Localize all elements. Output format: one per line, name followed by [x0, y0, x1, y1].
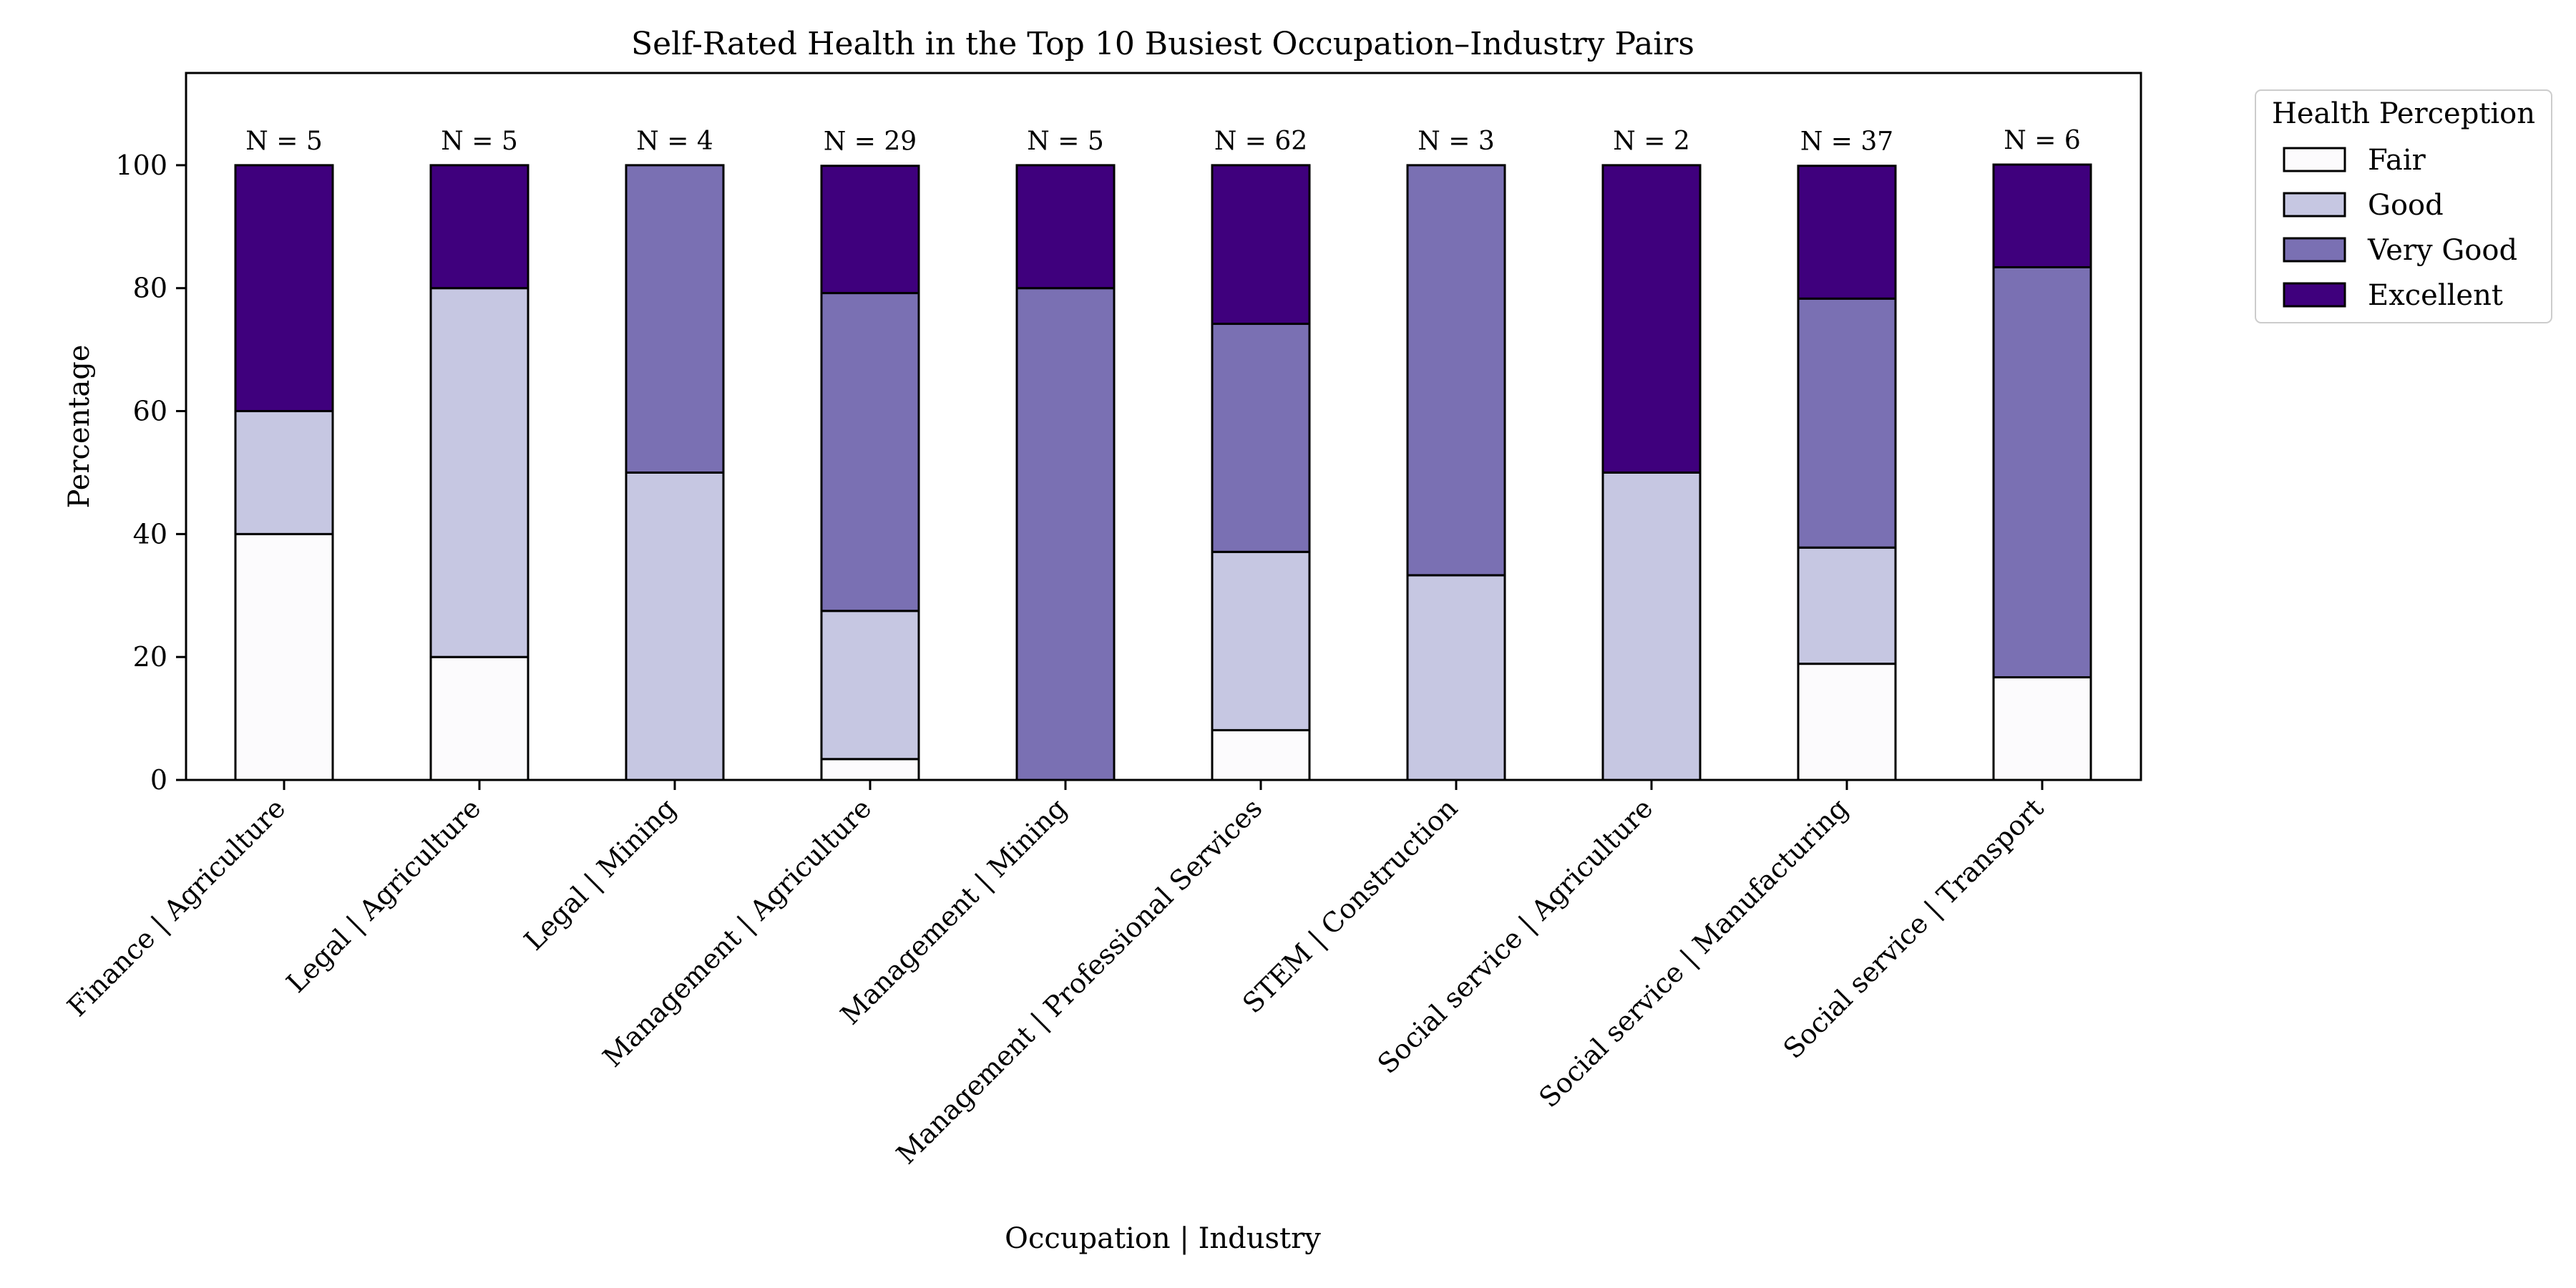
y-tick-label: 60: [133, 396, 167, 427]
bar-excellent-management-professional-services: [1211, 164, 1311, 326]
bar-very-good-management-mining: [1015, 287, 1116, 781]
x-tick-label: Management | Professional Services: [890, 792, 1268, 1170]
sample-size-label: N = 5: [1027, 127, 1103, 156]
legend-swatch-excellent: [2283, 282, 2346, 308]
x-axis-title: Occupation | Industry: [1005, 1222, 1321, 1255]
legend-title: Health Perception: [2272, 97, 2535, 130]
legend-items: Fair Good Very Good Excellent: [2283, 144, 2517, 312]
y-tick-label: 80: [133, 273, 167, 304]
bar-very-good-social-service-manufacturing: [1797, 297, 1897, 549]
legend: Health Perception Fair Good Very Good Excel…: [2255, 89, 2552, 323]
bar-good-management-agriculture: [820, 610, 920, 761]
bar-good-legal-mining: [625, 471, 725, 781]
legend-label-excellent: Excellent: [2368, 279, 2503, 312]
bar-fair-finance-agriculture: [234, 532, 334, 781]
sample-size-label: N = 5: [245, 127, 322, 156]
bar-good-management-professional-services: [1211, 550, 1311, 731]
bar-good-legal-agriculture: [429, 287, 530, 658]
bar-fair-social-service-transport: [1992, 676, 2092, 781]
bar-excellent-social-service-manufacturing: [1797, 165, 1897, 300]
bar-good-social-service-manufacturing: [1797, 546, 1897, 665]
y-axis: 0 20 40 60 80 100: [115, 150, 186, 796]
y-tick-label: 100: [115, 150, 167, 181]
bar-excellent-legal-agriculture: [429, 164, 530, 290]
bar-very-good-management-professional-services: [1211, 323, 1311, 553]
legend-swatch-very-good: [2283, 237, 2346, 263]
x-tick-label: Legal | Mining: [518, 792, 682, 956]
legend-label-good: Good: [2368, 189, 2444, 222]
y-tick-label: 0: [150, 764, 167, 796]
bar-excellent-social-service-agriculture: [1601, 164, 1702, 474]
y-axis-title: Percentage: [63, 345, 96, 509]
bar-very-good-legal-mining: [625, 164, 725, 474]
x-tick-label: STEM | Construction: [1236, 792, 1463, 1019]
sample-size-label: N = 5: [441, 127, 517, 156]
bar-very-good-stem-construction: [1406, 164, 1506, 577]
legend-label-very-good: Very Good: [2367, 234, 2517, 267]
legend-label-fair: Fair: [2368, 144, 2426, 177]
bar-very-good-management-agriculture: [820, 292, 920, 613]
sample-size-label: N = 4: [636, 127, 713, 156]
y-tick-label: 40: [133, 518, 167, 550]
sample-size-label: N = 2: [1613, 127, 1689, 156]
legend-swatch-good: [2283, 192, 2346, 218]
bar-good-stem-construction: [1406, 574, 1506, 781]
sample-size-label: N = 37: [1800, 127, 1893, 157]
bar-excellent-management-agriculture: [820, 165, 920, 295]
bar-very-good-social-service-transport: [1992, 265, 2092, 679]
bar-good-finance-agriculture: [234, 410, 334, 535]
bar-excellent-management-mining: [1015, 164, 1116, 290]
y-tick-label: 20: [133, 641, 167, 673]
bar-fair-management-agriculture: [820, 758, 920, 781]
bar-fair-management-professional-services: [1211, 728, 1311, 781]
x-tick-label: Finance | Agriculture: [61, 792, 291, 1023]
sample-size-label: N = 62: [1214, 127, 1307, 156]
sample-size-label: N = 6: [2004, 126, 2080, 155]
plot-frame: [185, 72, 2142, 781]
chart-title: Self-Rated Health in the Top 10 Busiest …: [631, 26, 1694, 62]
sample-size-label: N = 3: [1418, 127, 1494, 156]
bar-good-social-service-agriculture: [1601, 471, 1702, 781]
bar-excellent-social-service-transport: [1992, 163, 2092, 268]
bar-fair-social-service-manufacturing: [1797, 663, 1897, 781]
bar-fair-legal-agriculture: [429, 655, 530, 781]
legend-swatch-fair: [2283, 147, 2346, 172]
bar-excellent-finance-agriculture: [234, 164, 334, 413]
bars-layer: [234, 163, 2092, 781]
sample-size-labels: N = 5 N = 5 N = 4 N = 29 N = 5 N = 62 N = 3 N =…: [245, 126, 2080, 157]
x-tick-label: Management | Mining: [834, 792, 1073, 1030]
x-tick-label: Social service | Manufacturing: [1533, 792, 1854, 1113]
x-tick-label: Legal | Agriculture: [280, 792, 487, 999]
sample-size-label: N = 29: [824, 127, 917, 157]
